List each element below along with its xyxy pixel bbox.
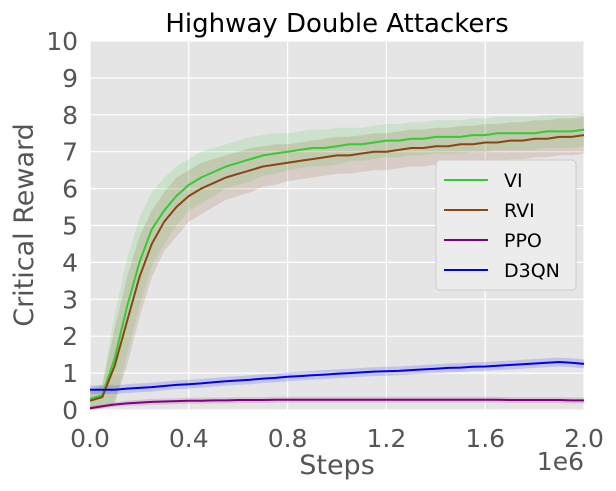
grid-lines <box>89 40 585 411</box>
legend-label-d3qn: D3QN <box>504 260 560 282</box>
legend-label-vi: VI <box>504 170 523 192</box>
y-tick-label: 9 <box>62 64 78 93</box>
legend: VI RVI PPO D3QN <box>435 159 577 291</box>
y-tick-label: 3 <box>62 285 78 314</box>
y-tick-label: 1 <box>62 359 78 388</box>
legend-label-ppo: PPO <box>504 230 542 252</box>
y-tick-label: 10 <box>46 27 78 56</box>
x-axis-offset-text: 1e6 <box>537 447 584 476</box>
band-rvi <box>90 116 584 410</box>
legend-items: VI RVI PPO D3QN <box>444 170 560 282</box>
series-line-vi <box>89 128 585 400</box>
legend-label-rvi: RVI <box>504 200 535 222</box>
series-lines <box>89 128 585 410</box>
y-axis-label: Critical Reward <box>9 123 40 327</box>
y-tick-label: 4 <box>62 248 78 277</box>
series-line-ppo <box>89 398 584 410</box>
series-line-rvi <box>89 134 585 402</box>
y-tick-label: 8 <box>62 101 78 130</box>
y-axis-ticks: 0 1 2 3 4 5 6 7 8 9 10 <box>46 27 78 425</box>
band-vi <box>90 113 584 410</box>
y-tick-label: 7 <box>62 138 78 167</box>
chart-title: Highway Double Attackers <box>165 9 508 39</box>
x-axis-label: Steps <box>299 450 375 481</box>
series-line-d3qn <box>90 361 585 391</box>
y-tick-label: 2 <box>62 322 78 351</box>
x-tick-label: 0.4 <box>169 424 209 453</box>
x-tick-label: 1.2 <box>367 424 407 453</box>
y-tick-label: 0 <box>62 396 78 425</box>
x-tick-label: 0.8 <box>268 424 308 453</box>
y-tick-label: 6 <box>62 175 78 204</box>
x-tick-label: 2.0 <box>564 424 604 453</box>
y-tick-label: 5 <box>62 212 78 241</box>
legend-box <box>435 159 577 291</box>
x-tick-label: 0.0 <box>70 424 110 453</box>
x-axis-ticks: 0.0 0.4 0.8 1.2 1.6 2.0 <box>70 424 604 453</box>
x-tick-label: 1.6 <box>465 424 505 453</box>
